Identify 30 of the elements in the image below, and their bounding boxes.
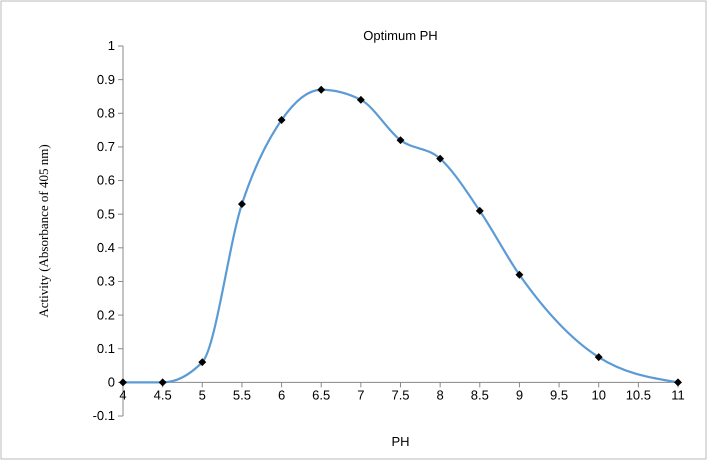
- x-tick-label: 7.5: [391, 388, 410, 403]
- x-tick-label: 6: [278, 388, 286, 403]
- x-tick-label: 4.5: [154, 388, 172, 403]
- x-tick-label: 7: [357, 388, 364, 403]
- x-tick-label: 5: [198, 388, 206, 403]
- x-tick-label: 8: [436, 388, 444, 403]
- x-tick-label: 5.5: [232, 388, 251, 403]
- y-tick-label: 0: [108, 374, 115, 390]
- y-tick-label: 0.5: [96, 206, 115, 222]
- y-tick-label: 0.8: [96, 105, 115, 120]
- y-tick-label: 0.1: [96, 340, 115, 356]
- x-tick-label: 11: [671, 388, 685, 403]
- x-tick-label: 9: [516, 388, 524, 403]
- x-tick-label: 10.5: [626, 388, 652, 403]
- y-tick-label: 0.9: [96, 72, 115, 87]
- y-tick-label: 0.7: [96, 139, 115, 154]
- x-tick-label: 6.5: [312, 388, 330, 403]
- x-tick-label: 9.5: [550, 388, 568, 403]
- y-tick-label: 0.2: [96, 307, 115, 322]
- x-axis-title: PH: [391, 434, 410, 449]
- y-tick-label: 0.4: [96, 240, 115, 255]
- y-tick-label: 1: [108, 38, 115, 54]
- x-tick-label: 10: [591, 388, 606, 403]
- y-tick-label: 0.3: [96, 274, 115, 289]
- y-tick-label: 0.6: [96, 172, 115, 188]
- y-tick-label: -0.1: [92, 408, 115, 424]
- y-axis-title: Activity (Absorbance of 405 nm): [36, 144, 51, 318]
- chart-title: Optimum PH: [363, 28, 438, 43]
- x-tick-label: 8.5: [470, 388, 489, 403]
- x-tick-label: 4: [119, 388, 127, 403]
